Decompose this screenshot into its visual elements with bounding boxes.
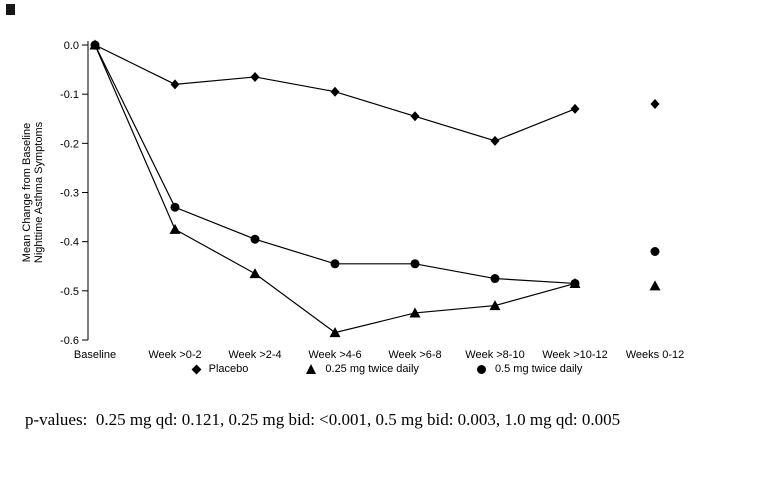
diamond-marker xyxy=(170,79,180,90)
legend-item: 0.5 mg twice daily xyxy=(476,363,583,375)
diamond-marker xyxy=(650,99,660,109)
legend-item: 0.25 mg twice daily xyxy=(306,363,419,375)
series-circle xyxy=(90,40,660,288)
chart-legend: Placebo 0.25 mg twice daily 0.5 mg twice d… xyxy=(0,363,775,375)
x-tick-label: Week >10-12 xyxy=(542,349,608,361)
y-tick-label: -0.6 xyxy=(60,335,79,347)
triangle-icon xyxy=(306,364,317,374)
y-tick-label: -0.3 xyxy=(60,188,79,200)
triangle-marker xyxy=(169,223,181,234)
x-tick-label: Week >2-4 xyxy=(228,349,281,361)
circle-marker xyxy=(170,202,180,212)
triangle-marker xyxy=(489,300,501,311)
legend-label: 0.25 mg twice daily xyxy=(325,363,419,375)
diamond-icon xyxy=(191,364,202,374)
x-tick-label: Week >8-10 xyxy=(465,349,524,361)
x-tick-label: Week >0-2 xyxy=(148,349,201,361)
y-tick-label: 0.0 xyxy=(64,40,79,52)
triangle-marker xyxy=(329,327,341,338)
line-chart: 0.0 -0.1 -0.2 -0.3 -0.4 -0.5 -0.6 Baseline Week … xyxy=(21,39,685,361)
x-tick-label: Week >6-8 xyxy=(388,349,441,361)
diamond-marker xyxy=(410,111,420,122)
diamond-marker xyxy=(490,135,500,146)
circle-marker xyxy=(490,274,500,284)
scan-artifact xyxy=(6,4,15,15)
x-tick-label: Baseline xyxy=(74,349,116,361)
y-tick-label: -0.4 xyxy=(60,237,79,249)
y-axis-title: Mean Change from Baseline xyxy=(21,123,33,262)
circle-marker xyxy=(410,259,420,269)
y-tick-label: -0.5 xyxy=(60,286,79,298)
series-diamond xyxy=(90,40,660,146)
legend-label: 0.5 mg twice daily xyxy=(494,363,583,375)
circle-icon xyxy=(476,364,486,374)
circle-marker xyxy=(650,247,660,256)
circle-marker xyxy=(250,234,260,244)
triangle-marker xyxy=(649,280,661,291)
diamond-marker xyxy=(570,103,580,114)
chart-container: 0.0 -0.1 -0.2 -0.3 -0.4 -0.5 -0.6 Baseline Week … xyxy=(0,39,775,375)
triangle-marker xyxy=(409,307,421,318)
x-tick-label: Week >4-6 xyxy=(308,349,361,361)
legend-label: Placebo xyxy=(208,363,249,375)
circle-marker xyxy=(90,40,100,50)
diamond-marker xyxy=(330,86,340,97)
p-values-note: p-values: 0.25 mg qd: 0.121, 0.25 mg bid… xyxy=(25,410,621,429)
diamond-marker xyxy=(250,71,260,82)
y-tick-label: -0.2 xyxy=(60,138,79,150)
x-tick-label: Weeks 0-12 xyxy=(626,349,685,361)
y-tick-label: -0.1 xyxy=(60,89,79,101)
circle-marker xyxy=(570,278,580,288)
y-axis-title: Nighttime Asthma Symptoms xyxy=(33,121,45,263)
legend-item: Placebo xyxy=(191,363,249,375)
circle-marker xyxy=(330,259,340,269)
triangle-marker xyxy=(249,268,261,279)
